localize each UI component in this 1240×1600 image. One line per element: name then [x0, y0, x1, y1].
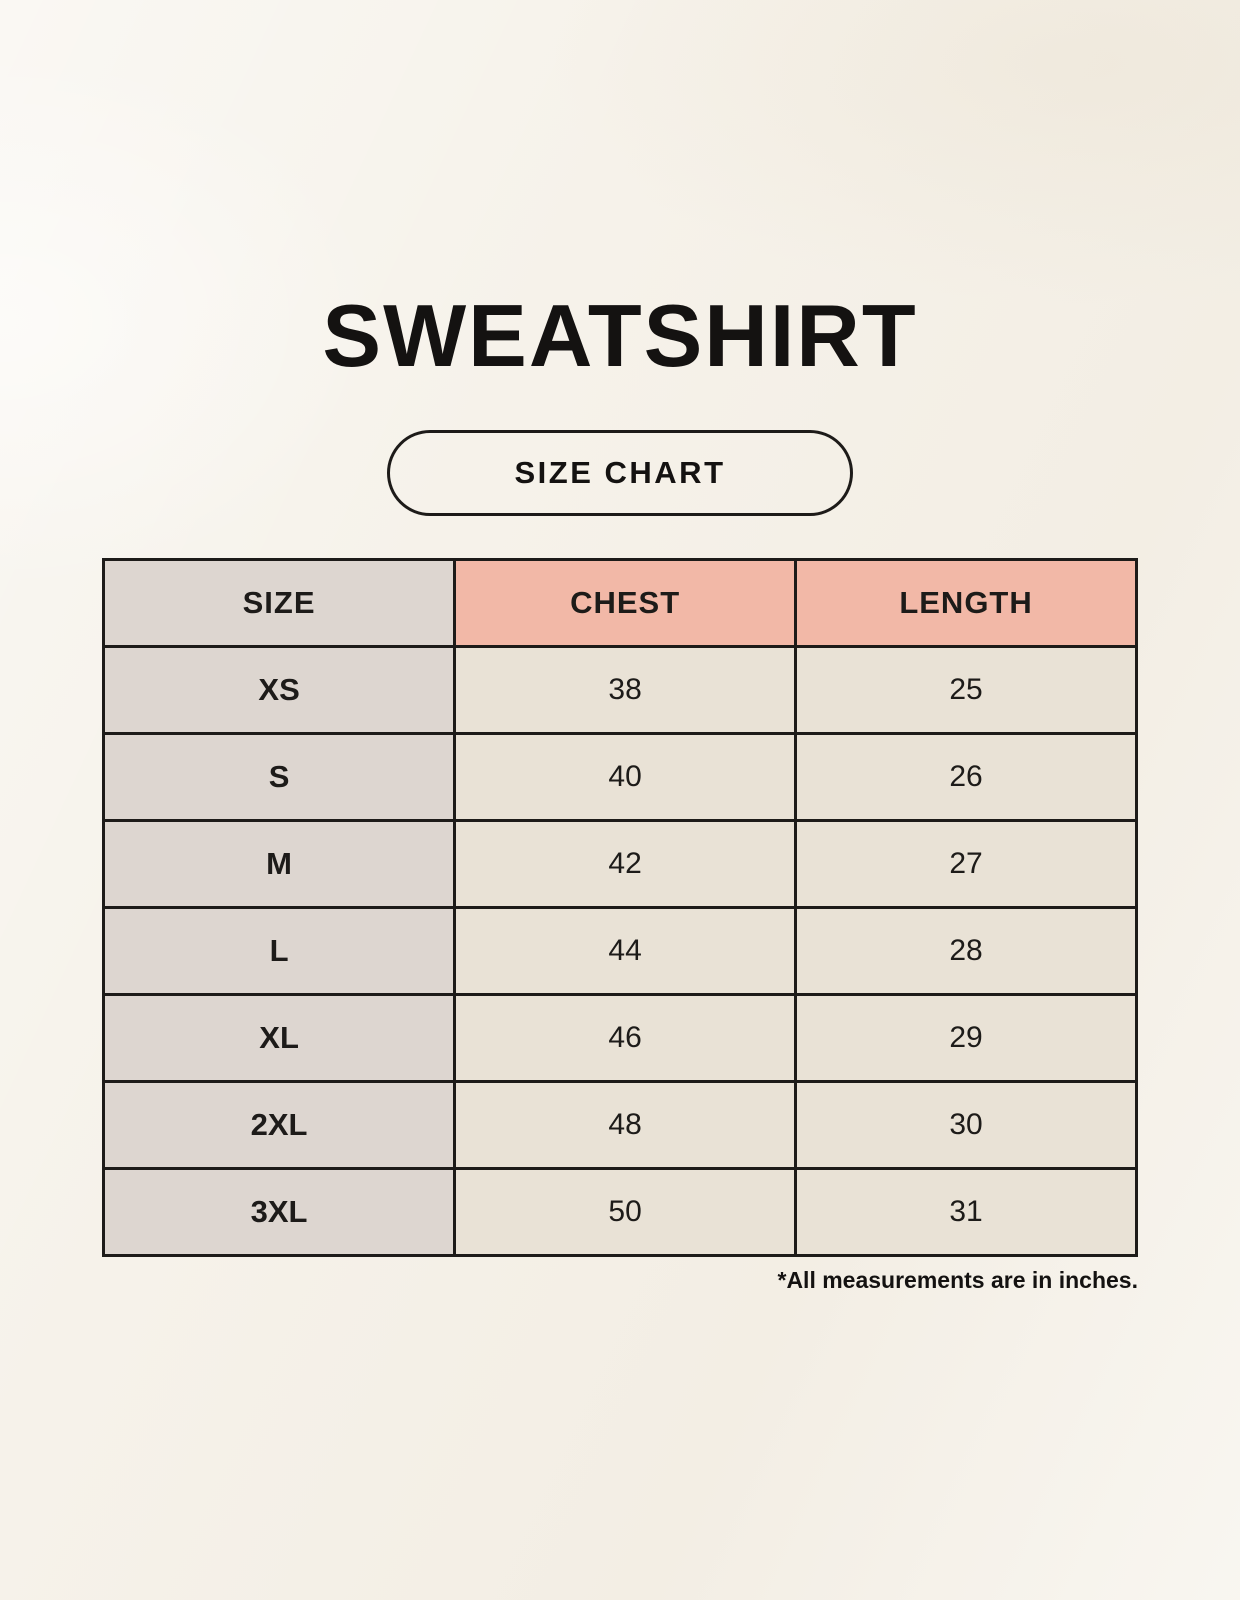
table-row-l: L 44 28 — [101, 906, 1138, 996]
size-label-cell: L — [101, 906, 457, 996]
header-row: SIZE CHEST LENGTH — [101, 558, 1138, 648]
chest-value-cell: 46 — [453, 993, 798, 1083]
size-chart-button[interactable]: SIZE CHART — [387, 430, 853, 516]
table-row-s: S 40 26 — [101, 732, 1138, 822]
length-value-cell: 29 — [794, 993, 1138, 1083]
size-label-cell: S — [101, 732, 457, 822]
size-chart-button-label: SIZE CHART — [514, 455, 726, 490]
table-row-3xl: 3XL 50 31 — [101, 1167, 1138, 1257]
column-header-length: LENGTH — [794, 558, 1138, 648]
measurements-footnote: *All measurements are in inches. — [777, 1267, 1139, 1293]
size-label-cell: XL — [101, 993, 457, 1083]
size-label-cell: M — [101, 819, 457, 909]
chest-value-cell: 50 — [453, 1167, 798, 1257]
table-row-m: M 42 27 — [101, 819, 1138, 909]
chest-value-cell: 42 — [453, 819, 798, 909]
size-label-cell: XS — [101, 645, 457, 735]
chest-value-cell: 44 — [453, 906, 798, 996]
length-value-cell: 30 — [794, 1080, 1138, 1170]
length-value-cell: 28 — [794, 906, 1138, 996]
table-row-2xl: 2XL 48 30 — [101, 1080, 1138, 1170]
length-value-cell: 31 — [794, 1167, 1138, 1257]
size-label-cell: 2XL — [101, 1080, 457, 1170]
table-row-xl: XL 46 29 — [101, 993, 1138, 1083]
chest-value-cell: 38 — [453, 645, 798, 735]
length-value-cell: 25 — [794, 645, 1138, 735]
chest-value-cell: 40 — [453, 732, 798, 822]
chest-value-cell: 48 — [453, 1080, 798, 1170]
length-value-cell: 26 — [794, 732, 1138, 822]
size-label-cell: 3XL — [101, 1167, 457, 1257]
length-value-cell: 27 — [794, 819, 1138, 909]
table-row-xs: XS 38 25 — [101, 645, 1138, 735]
column-header-size: SIZE — [101, 558, 457, 648]
size-table: SIZE CHEST LENGTH XS 38 25 S 40 26 M 42 … — [101, 558, 1138, 1257]
page-title: SWEATSHIRT — [322, 286, 918, 385]
column-header-chest: CHEST — [453, 558, 798, 648]
